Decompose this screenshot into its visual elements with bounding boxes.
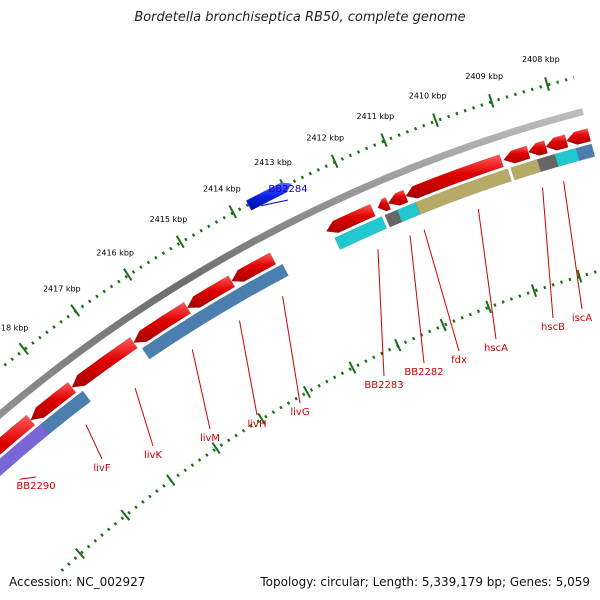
- minus-strand-cds-arrow: [231, 252, 277, 282]
- kbp-label: 2411 kbp: [356, 112, 394, 121]
- inner-major-tick: [257, 412, 266, 425]
- kbp-major-tick: [18, 342, 29, 355]
- gene-label-leader: [542, 187, 554, 319]
- kbp-label: 2415 kbp: [150, 215, 188, 224]
- gene-label: hscB: [541, 322, 565, 333]
- gene-label-leader: [19, 476, 37, 480]
- gene-label: fdx: [451, 355, 467, 366]
- gene-label: hscA: [484, 343, 508, 354]
- gene-label: livG: [290, 407, 309, 418]
- gene-label-leader: [477, 208, 497, 340]
- genome-summary-text: Topology: circular; Length: 5,339,179 bp…: [260, 575, 590, 589]
- category-block: [510, 158, 542, 181]
- gene-label-leader: [563, 181, 583, 310]
- category-block: [40, 390, 92, 435]
- category-block: [575, 143, 596, 162]
- category-block: [238, 263, 289, 300]
- minus-strand-cds-arrow: [405, 154, 504, 199]
- gene-label: BB2282: [404, 367, 443, 378]
- gene-label-leader: [134, 387, 154, 447]
- inner-major-tick: [120, 509, 131, 521]
- inner-major-tick: [211, 442, 221, 455]
- minus-strand-cds-arrow: [377, 196, 392, 212]
- gene-label-leader: [238, 320, 258, 416]
- gene-label: iscA: [572, 313, 592, 324]
- kbp-major-tick: [123, 268, 133, 281]
- minus-strand-cds-arrow: [30, 381, 77, 421]
- accession-text: Accession: NC_002927: [9, 575, 146, 589]
- gene-bb2284-arrow: [245, 182, 293, 211]
- gene-label: livF: [93, 463, 110, 474]
- minus-strand-cds-arrow: [0, 414, 36, 456]
- kbp-major-tick: [70, 304, 81, 317]
- inner-major-tick: [166, 474, 176, 486]
- kbp-label: 2410 kbp: [409, 92, 447, 101]
- kbp-major-tick: [380, 133, 388, 147]
- map-title: Bordetella bronchiseptica RB50, complete…: [134, 10, 466, 25]
- outer-position-ring: [0, 76, 575, 371]
- kbp-major-tick: [488, 93, 495, 108]
- kbp-major-tick: [544, 77, 550, 92]
- gene-label-leader: [261, 199, 289, 207]
- minus-strand-cds-arrow: [387, 189, 409, 206]
- minus-strand-cds-arrow: [527, 140, 549, 156]
- kbp-major-tick: [432, 113, 439, 128]
- inner-major-tick: [485, 300, 492, 314]
- kbp-tick-layer: [0, 76, 600, 572]
- kbp-major-tick: [228, 205, 238, 219]
- gene-label-leader: [85, 424, 103, 460]
- kbp-label: 2416 kbp: [96, 248, 134, 257]
- inner-major-tick: [74, 547, 85, 560]
- kbp-label: 2418 kbp: [0, 324, 28, 333]
- inner-position-ring: [60, 269, 600, 572]
- kbp-label: 2414 kbp: [203, 185, 241, 194]
- minus-strand-cds-arrow: [133, 301, 192, 344]
- gene-label: livM: [200, 433, 220, 444]
- category-block: [334, 216, 388, 251]
- label-layer: 2408 kbp 2409 kbp 2410 kbp 2411 kbp 2412 kbp…: [0, 55, 592, 492]
- kbp-label: 2413 kbp: [254, 158, 292, 167]
- inner-major-tick: [348, 361, 357, 374]
- inner-major-tick: [576, 269, 583, 283]
- gene-label: BB2290: [16, 481, 55, 492]
- category-block: [415, 168, 512, 215]
- gene-label-leader: [377, 249, 385, 377]
- kbp-label: 2412 kbp: [306, 133, 344, 142]
- inner-major-tick: [302, 385, 312, 399]
- backbone-arc: [0, 108, 584, 420]
- category-block: [536, 153, 559, 173]
- kbp-major-tick: [330, 154, 339, 169]
- minus-strand-cds-arrow: [71, 336, 138, 388]
- minus-strand-cds-arrow: [325, 203, 376, 234]
- inner-major-tick: [394, 338, 402, 352]
- inner-major-tick: [530, 284, 538, 298]
- gene-label-leader: [191, 349, 211, 430]
- kbp-label: 2417 kbp: [43, 285, 81, 294]
- gene-label: BB2283: [364, 380, 403, 391]
- gene-label: livH: [248, 419, 267, 430]
- category-block: [396, 201, 421, 223]
- gene-label-leader: [409, 235, 425, 364]
- gene-layer: [0, 128, 596, 477]
- gene-label-leader: [282, 296, 301, 404]
- minus-strand-cds-arrow: [186, 275, 236, 309]
- kbp-label: 2408 kbp: [522, 55, 560, 64]
- minus-strand-cds-arrow: [503, 145, 531, 164]
- category-block: [554, 147, 580, 168]
- gene-label: BB2284: [268, 184, 307, 195]
- genome-backbone: [0, 108, 584, 420]
- gene-label: livK: [144, 450, 162, 461]
- category-block: [194, 287, 247, 326]
- minus-strand-cds-arrow: [565, 128, 592, 145]
- gene-label-leader: [423, 229, 460, 352]
- minus-strand-cds-arrow: [545, 134, 569, 151]
- inner-major-tick: [439, 318, 447, 332]
- category-block: [0, 423, 50, 477]
- kbp-label: 2409 kbp: [465, 72, 503, 81]
- kbp-major-tick: [175, 235, 185, 249]
